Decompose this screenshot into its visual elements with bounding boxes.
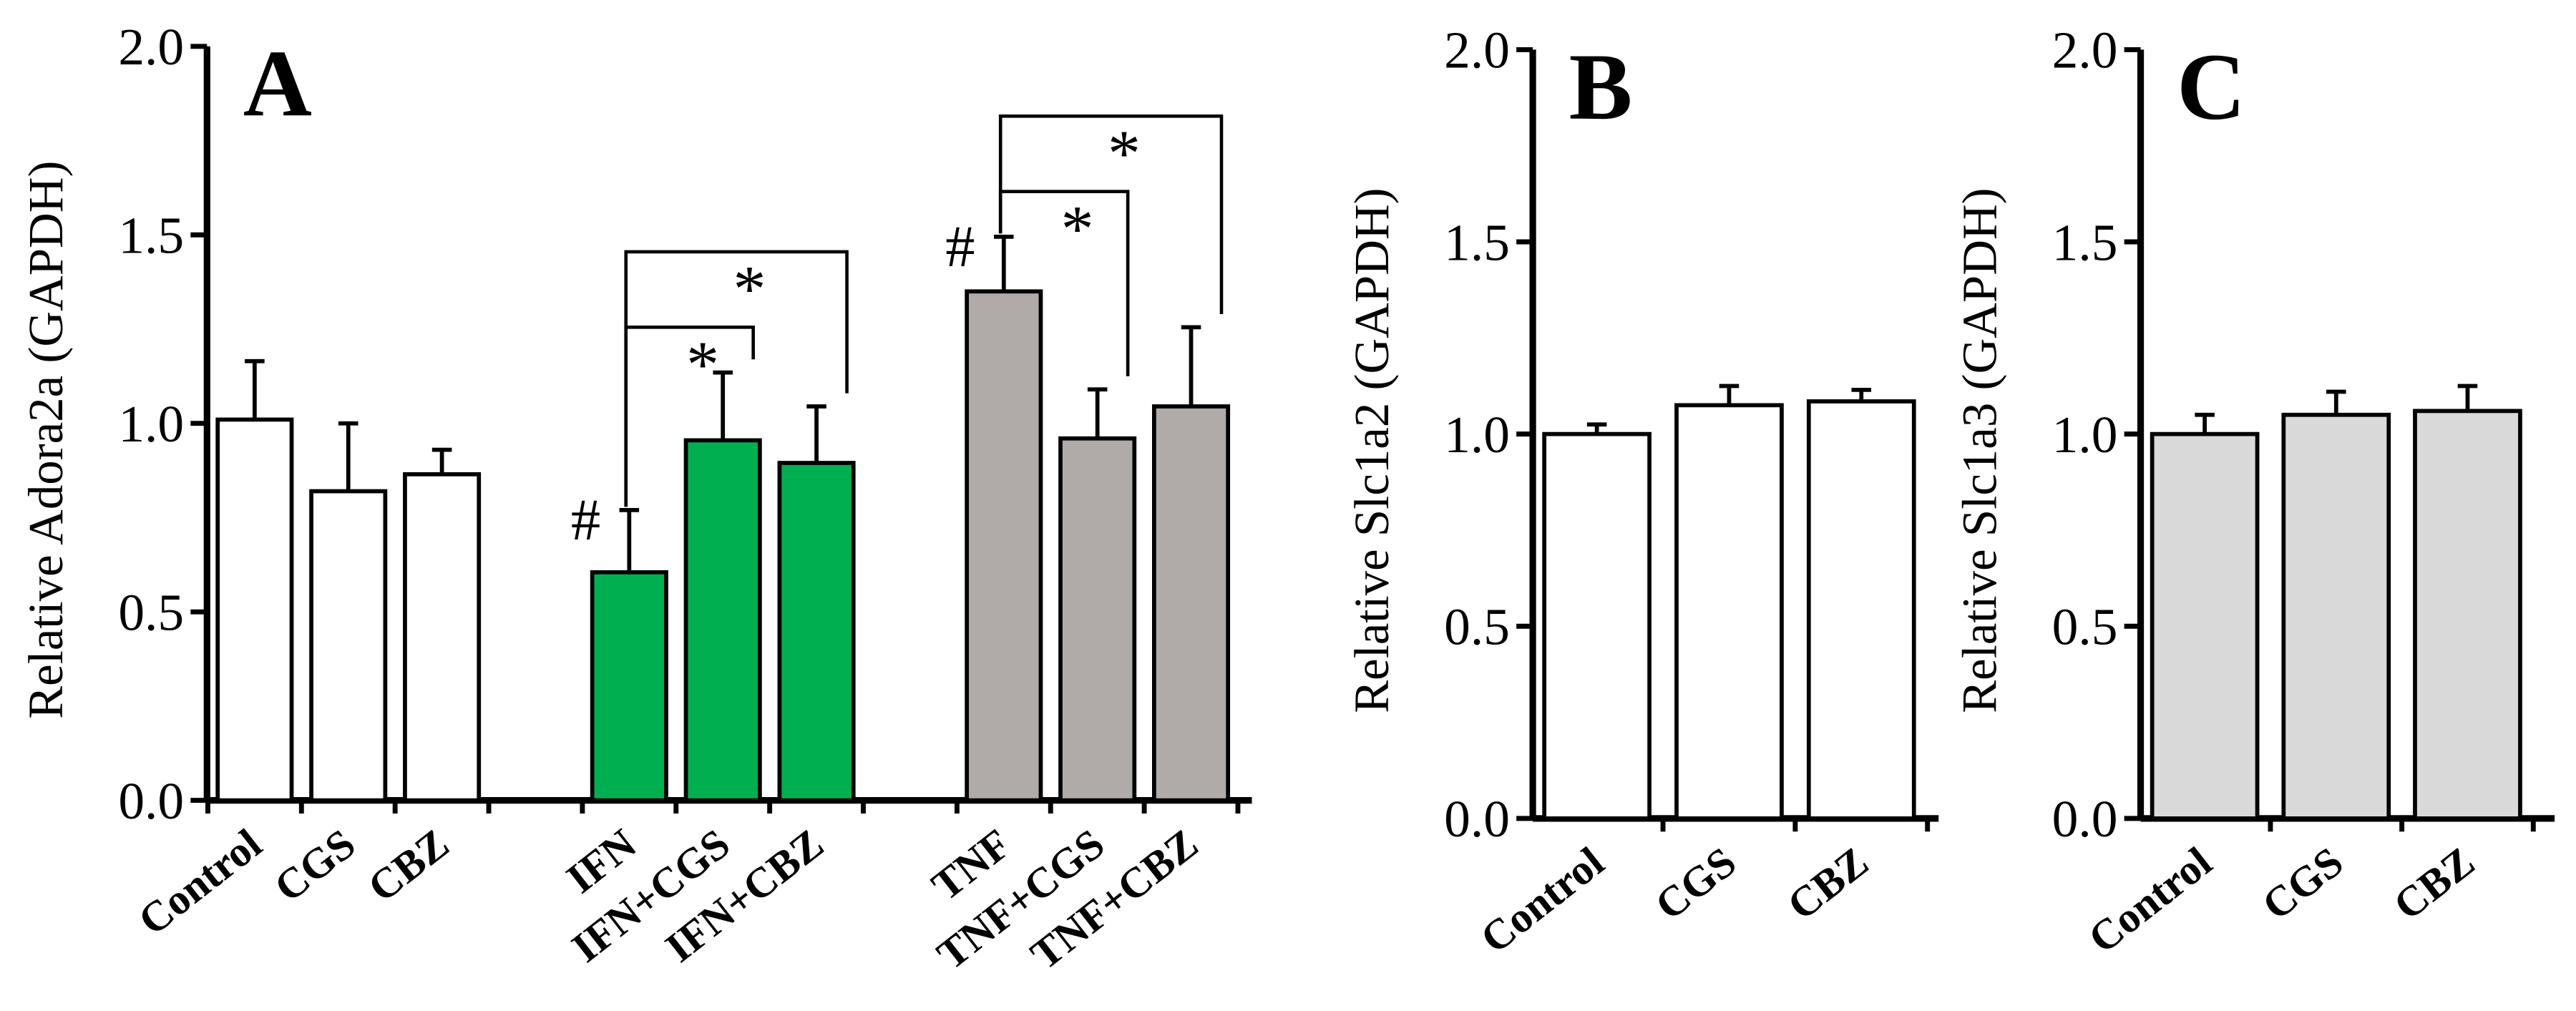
error-bar [2195, 412, 2215, 434]
y-tick-label: 0.5 [2052, 598, 2118, 656]
y-tick-label: 2.0 [1444, 21, 1510, 79]
error-bar [994, 235, 1014, 292]
bar [1674, 403, 1784, 821]
panel-label: C [2177, 34, 2245, 140]
bar [403, 472, 482, 803]
bar [965, 289, 1043, 803]
error-bar [713, 370, 733, 441]
y-tick-label: 1.5 [1444, 213, 1510, 271]
x-tick-label: CGS [2253, 838, 2351, 929]
significance-label: * [1061, 192, 1094, 265]
y-tick-label: 1.0 [1444, 406, 1510, 464]
error-bar [806, 404, 826, 464]
error-bar [1719, 384, 1740, 406]
significance-marker: # [571, 487, 600, 552]
bar [683, 438, 762, 803]
bar [1152, 404, 1231, 803]
bar [2413, 409, 2522, 821]
x-tick-label: CGS [265, 820, 364, 912]
error-bar [1851, 387, 1872, 401]
y-tick-label: 0.0 [118, 772, 184, 830]
error-bar [431, 447, 452, 474]
bar [215, 417, 294, 803]
x-tick-label: Control [1472, 838, 1613, 962]
error-bar [2326, 389, 2346, 415]
panel-label: A [243, 30, 312, 136]
y-tick-label: 1.0 [2052, 406, 2118, 464]
bar [2281, 412, 2391, 821]
bar [1806, 399, 1916, 821]
bar [777, 461, 856, 803]
bar [590, 570, 668, 803]
y-tick-label: 2.0 [118, 18, 184, 76]
significance-marker: # [945, 213, 975, 279]
error-bar [619, 508, 640, 572]
y-tick-label: 0.5 [118, 583, 184, 641]
error-bar [1181, 325, 1201, 406]
panel-label: B [1569, 34, 1633, 140]
bar [2150, 431, 2260, 821]
y-tick-label: 1.5 [2052, 213, 2118, 271]
x-tick-label: Control [2079, 838, 2220, 962]
significance-bracket [624, 250, 849, 507]
error-bar [1087, 387, 1108, 439]
y-tick-label: 0.0 [2052, 790, 2118, 848]
error-bar [338, 421, 358, 492]
y-tick-label: 1.0 [118, 395, 184, 453]
x-tick-label: CBZ [1779, 838, 1877, 929]
significance-label: * [1108, 117, 1141, 190]
x-tick-label: Control [130, 820, 270, 944]
x-tick-label: CBZ [2385, 838, 2483, 929]
y-axis-label: Relative Slc1a3 (GAPDH) [1953, 187, 2007, 713]
significance-label: * [686, 328, 719, 401]
x-tick-label: CBZ [359, 820, 457, 912]
y-axis-label: Relative Slc1a2 (GAPDH) [1345, 187, 1399, 713]
x-tick-label: CGS [1646, 838, 1745, 929]
error-bar [245, 358, 265, 420]
bar [309, 489, 388, 803]
bar [1542, 431, 1652, 821]
error-bar [1586, 422, 1607, 434]
y-tick-label: 1.5 [118, 207, 184, 265]
significance-label: * [733, 253, 766, 326]
y-tick-label: 0.5 [1444, 598, 1510, 656]
y-axis-label: Relative Adora2a (GAPDH) [19, 161, 73, 719]
significance-bracket [998, 114, 1224, 314]
y-tick-label: 0.0 [1444, 790, 1510, 848]
y-tick-label: 2.0 [2052, 21, 2118, 79]
error-bar [2457, 384, 2478, 411]
bar [1058, 436, 1137, 803]
